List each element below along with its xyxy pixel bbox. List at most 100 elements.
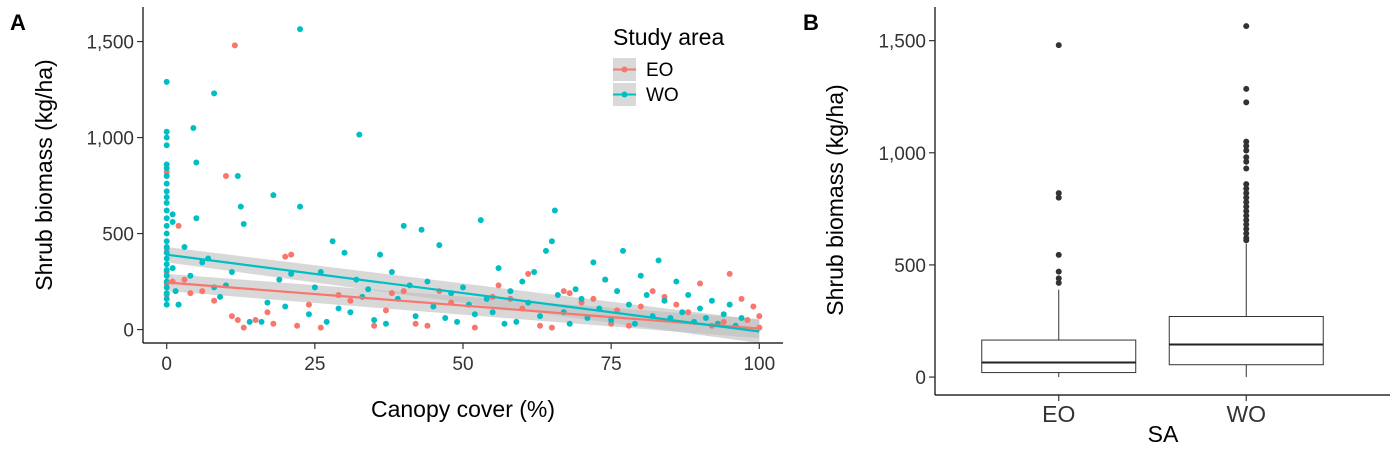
point-eo (222, 172, 229, 179)
y-axis-title-b: Shrub biomass (kg/ha) (822, 84, 848, 315)
point-wo (163, 284, 170, 291)
point-eo (697, 280, 704, 287)
point-wo (329, 238, 336, 245)
point-wo (163, 261, 170, 268)
outlier-point (1243, 143, 1250, 150)
point-wo (163, 238, 170, 245)
point-wo (297, 26, 304, 33)
legend-title: Study area (613, 24, 724, 50)
outlier-point (1055, 279, 1062, 286)
point-wo (163, 172, 170, 179)
y-axis-ticks-b: 0 500 1,000 1,500 (878, 32, 935, 389)
point-eo (560, 288, 567, 295)
y-tick-label-b: 0 (915, 368, 926, 389)
outlier-point (1243, 181, 1250, 188)
point-eo (347, 297, 354, 304)
point-wo (163, 215, 170, 222)
fit-line-wo (166, 253, 760, 333)
panel-label-b: B (803, 10, 819, 35)
point-wo (708, 297, 715, 304)
point-wo (163, 134, 170, 141)
point-wo (720, 311, 727, 318)
point-eo (240, 324, 247, 331)
x-tick-label: 0 (161, 354, 172, 375)
y-tick-label: 1,000 (86, 129, 134, 150)
point-eo (294, 322, 301, 329)
point-eo (412, 320, 419, 327)
point-wo (217, 293, 224, 300)
point-wo (163, 78, 170, 85)
x-axis-title: Canopy cover (%) (371, 396, 555, 422)
point-eo (181, 276, 188, 283)
point-wo (507, 288, 514, 295)
point-wo (578, 295, 585, 302)
point-wo (566, 320, 573, 327)
point-eo (495, 282, 502, 289)
point-wo (661, 297, 668, 304)
point-wo (454, 318, 461, 325)
point-eo (673, 301, 680, 308)
point-wo (418, 226, 425, 233)
point-wo (697, 305, 704, 312)
point-wo (572, 286, 579, 293)
point-wo (738, 315, 745, 322)
point-wo (625, 301, 632, 308)
legend-key-point (621, 66, 628, 73)
point-wo (199, 259, 206, 266)
point-wo (495, 265, 502, 272)
point-wo (175, 301, 182, 308)
outlier-point (1243, 185, 1250, 192)
panel-label-a: A (10, 10, 26, 35)
point-wo (365, 286, 372, 293)
point-wo (655, 257, 662, 264)
point-wo (673, 278, 680, 285)
point-wo (163, 272, 170, 279)
outlier-point (1243, 208, 1250, 215)
point-wo (335, 305, 342, 312)
point-eo (537, 322, 544, 329)
outlier-point (1243, 190, 1250, 197)
point-wo (163, 290, 170, 297)
point-wo (234, 172, 241, 179)
point-wo (513, 318, 520, 325)
point-wo (424, 278, 431, 285)
box-iqr (1168, 316, 1324, 366)
x-axis-ticks-b: EO WO (1042, 395, 1266, 427)
point-wo (163, 194, 170, 201)
point-eo (548, 324, 555, 331)
x-tick-label: 50 (452, 354, 473, 375)
outlier-point (1243, 138, 1250, 145)
point-wo (548, 238, 555, 245)
point-eo (234, 316, 241, 323)
point-wo (163, 180, 170, 187)
point-wo (542, 247, 549, 254)
point-wo (537, 313, 544, 320)
point-wo (531, 268, 538, 275)
point-eo (388, 290, 395, 297)
point-wo (382, 320, 389, 327)
point-eo (685, 309, 692, 316)
point-wo (163, 295, 170, 302)
point-wo (163, 128, 170, 135)
fit-bands (166, 247, 760, 343)
fit-lines (166, 253, 760, 333)
point-wo (163, 207, 170, 214)
outlier-point (1243, 199, 1250, 206)
box-eo (981, 42, 1137, 378)
point-eo (264, 309, 271, 316)
point-wo (181, 244, 188, 250)
outlier-point (1243, 23, 1250, 30)
point-wo (288, 270, 295, 277)
point-eo (199, 288, 206, 295)
point-wo (377, 251, 384, 258)
point-wo (305, 311, 312, 318)
outlier-point (1243, 165, 1250, 172)
box-plots (981, 23, 1324, 378)
x-tick-label-b: EO (1042, 401, 1075, 427)
point-wo (430, 303, 437, 310)
point-wo (400, 222, 407, 229)
point-wo (228, 268, 235, 275)
point-wo (608, 316, 615, 323)
point-wo (726, 301, 733, 308)
point-eo (471, 324, 478, 331)
